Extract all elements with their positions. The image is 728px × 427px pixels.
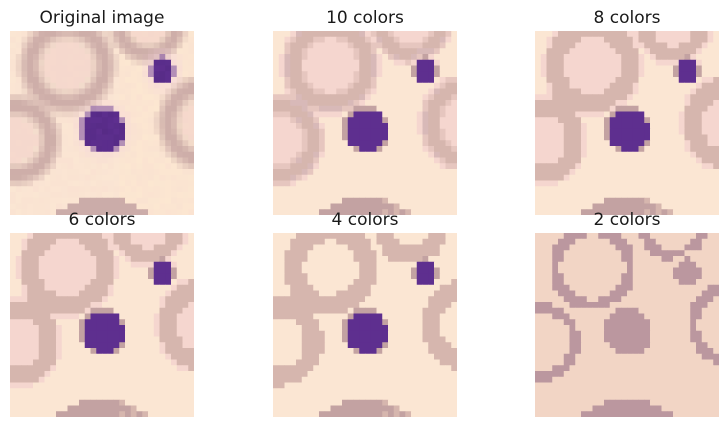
panel-title: 6 colors — [68, 210, 136, 230]
quantized-image — [273, 233, 457, 417]
panel-title: 8 colors — [593, 8, 661, 28]
quantized-image — [10, 233, 194, 417]
panel-title: 4 colors — [331, 210, 399, 230]
cell-image — [10, 31, 194, 215]
panel-title: 2 colors — [593, 210, 661, 230]
quantized-image — [273, 31, 457, 215]
panel-title: Original image — [39, 8, 165, 28]
panel-title: 10 colors — [326, 8, 404, 28]
quantized-image — [535, 233, 719, 417]
quantized-image — [535, 31, 719, 215]
